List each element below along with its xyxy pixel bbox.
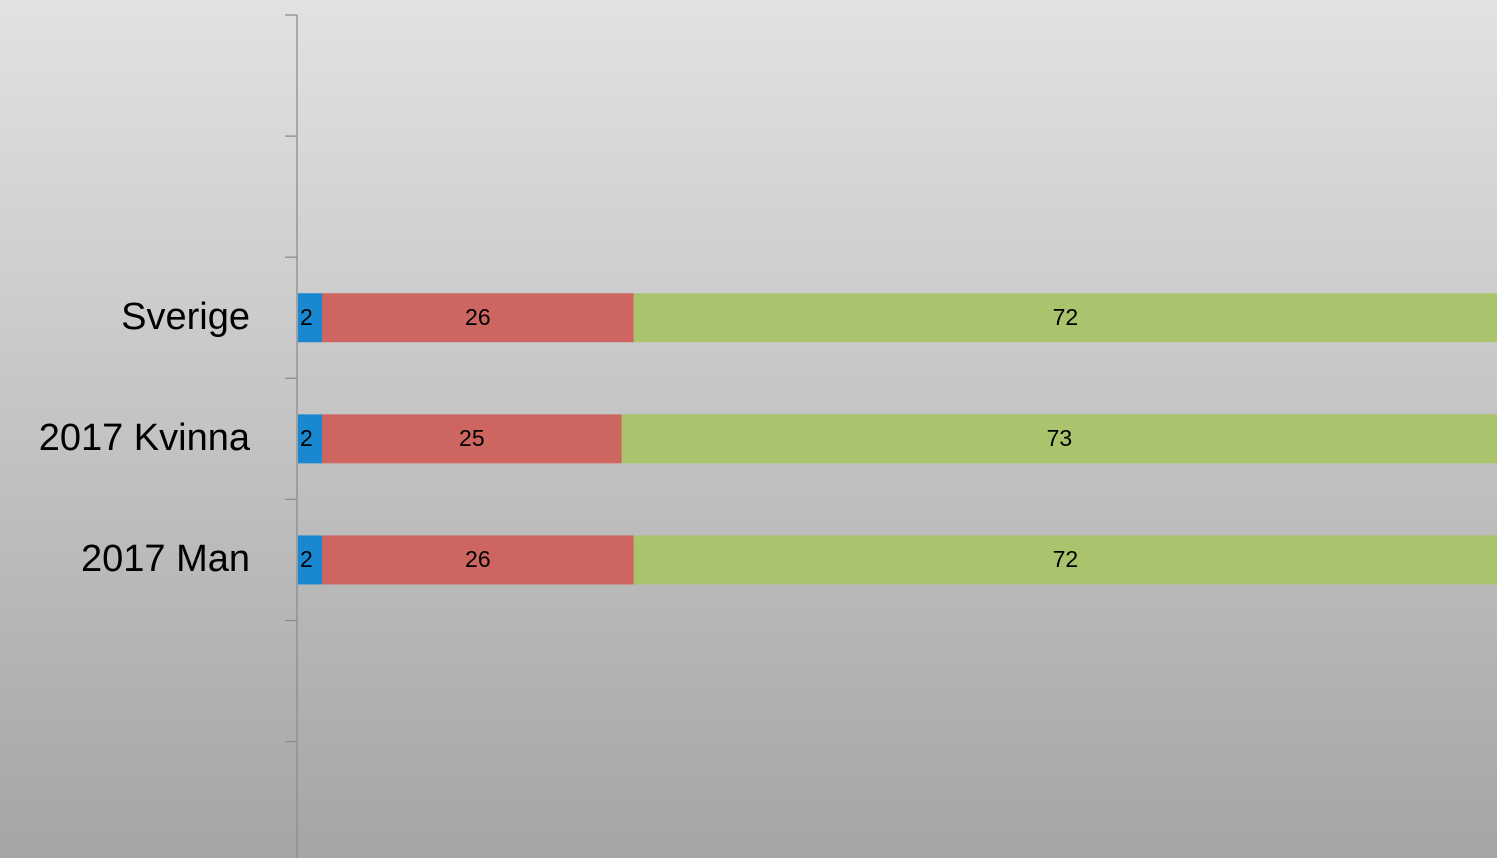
data-label: 2 [300, 304, 313, 330]
y-tick-label: Sverige [121, 296, 250, 338]
data-label: 25 [459, 425, 485, 451]
bar-segment [621, 414, 1497, 464]
bar-segment [321, 414, 622, 464]
data-label: 2 [300, 546, 313, 572]
data-label: 26 [465, 304, 491, 330]
bar-segment [298, 293, 322, 343]
data-label: 26 [465, 546, 491, 572]
bar-segment [321, 535, 634, 585]
data-label: 73 [1047, 425, 1073, 451]
y-tick-label: 2017 Kvinna [39, 417, 251, 459]
bar-segment [633, 535, 1497, 585]
y-tick-label: 2017 Man [81, 538, 250, 580]
data-label: 72 [1053, 304, 1079, 330]
bar-segment [298, 535, 322, 585]
bar-segment [321, 293, 634, 343]
bar-segment [633, 293, 1497, 343]
data-label: 72 [1053, 546, 1079, 572]
data-label: 2 [300, 425, 313, 451]
bar-segment [298, 414, 322, 464]
